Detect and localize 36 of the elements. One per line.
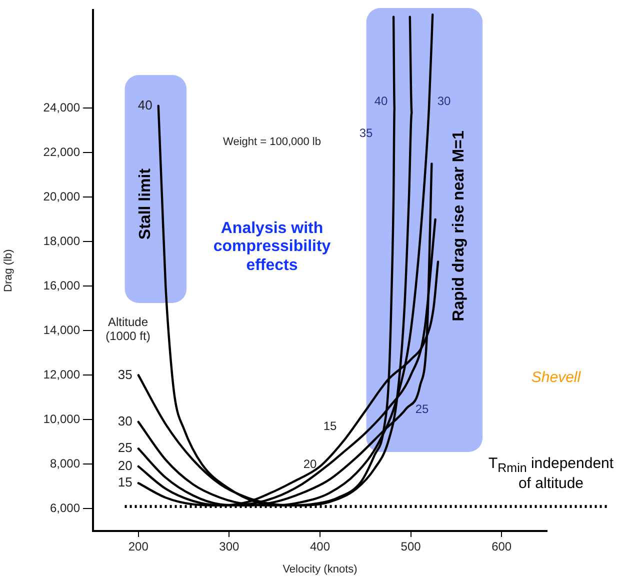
y-tick-label: 16,000 [43, 278, 80, 292]
series-label: 15 [118, 474, 132, 490]
annotation: 35 [359, 126, 373, 141]
y-tick-label: 24,000 [43, 100, 80, 114]
annotation: 25 [118, 440, 132, 456]
x-tick-label: 500 [400, 540, 422, 554]
series-label: 40 [138, 97, 152, 112]
annotation: 15 [323, 419, 337, 434]
series-label: 20 [303, 457, 317, 472]
y-axis-title: Drag (lb) [2, 249, 15, 292]
y-tick-label: 14,000 [43, 323, 80, 338]
x-tick-label: 400 [310, 540, 330, 554]
y-tick-label: 22,000 [43, 144, 80, 159]
band-label: Stall limit [137, 168, 154, 240]
annotation: 20 [118, 458, 132, 474]
annotation: 40 [374, 94, 388, 109]
annotation: Shevell [531, 369, 581, 386]
y-tick-label: 10,000 [43, 412, 80, 426]
series-label: 25 [415, 402, 429, 417]
x-tick-label: 600 [492, 540, 512, 554]
series-label: 30 [118, 414, 132, 429]
x-tick-label: 200 [128, 540, 149, 554]
series-label: 35 [118, 366, 132, 382]
x-tick-label: 300 [219, 540, 240, 554]
annotation: T$_{Rmin}$ independent of altitude [487, 455, 615, 493]
annotation: Analysis with compressibility effects [212, 220, 332, 276]
y-tick-label: 6,000 [50, 501, 80, 516]
y-tick-label: 12,000 [43, 368, 80, 382]
annotation: 30 [437, 94, 451, 109]
legend-title: Altitude (1000 ft) [104, 315, 152, 344]
y-tick-label: 20,000 [43, 189, 80, 204]
y-tick-label: 18,000 [43, 234, 80, 248]
y-tick-label: 8,000 [50, 456, 80, 471]
band-label: Rapid drag rise near M=1 [450, 130, 468, 322]
x-axis-title: Velocity (knots) [282, 563, 358, 576]
annotation: Weight = 100,000 lb [223, 136, 321, 149]
